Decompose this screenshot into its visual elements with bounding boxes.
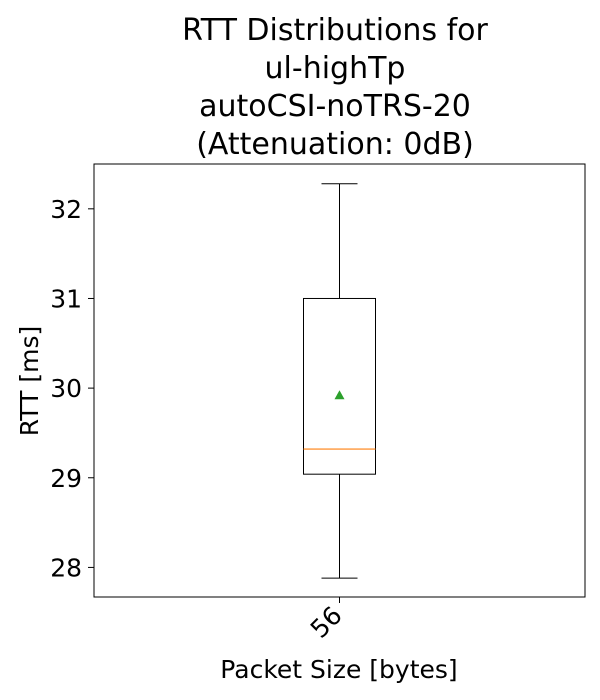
chart-title-line-4: (Attenuation: 0dB) xyxy=(196,127,474,162)
y-tick-label-29: 29 xyxy=(50,464,82,493)
box-56 xyxy=(303,183,376,579)
chart-title-line-1: RTT Distributions for xyxy=(182,13,488,48)
y-tick-label-30: 30 xyxy=(50,374,82,403)
iqr-box xyxy=(303,297,376,475)
chart-title-line-2: ul-highTp xyxy=(265,51,406,86)
x-tick-label-56: 56 xyxy=(305,601,348,644)
chart-title-line-3: autoCSI-noTRS-20 xyxy=(199,89,471,124)
x-axis-label: Packet Size [bytes] xyxy=(220,655,457,684)
y-axis: 28 29 30 31 32 xyxy=(50,195,94,582)
box-marks xyxy=(303,183,376,579)
y-tick-label-31: 31 xyxy=(50,284,82,313)
y-tick-label-32: 32 xyxy=(50,195,82,224)
mean-marker xyxy=(334,390,345,400)
x-axis: 56 xyxy=(305,597,348,644)
y-axis-label: RTT [ms] xyxy=(15,326,44,437)
y-tick-label-28: 28 xyxy=(50,553,82,582)
chart-title: RTT Distributions for ul-highTp autoCSI-… xyxy=(182,13,488,162)
